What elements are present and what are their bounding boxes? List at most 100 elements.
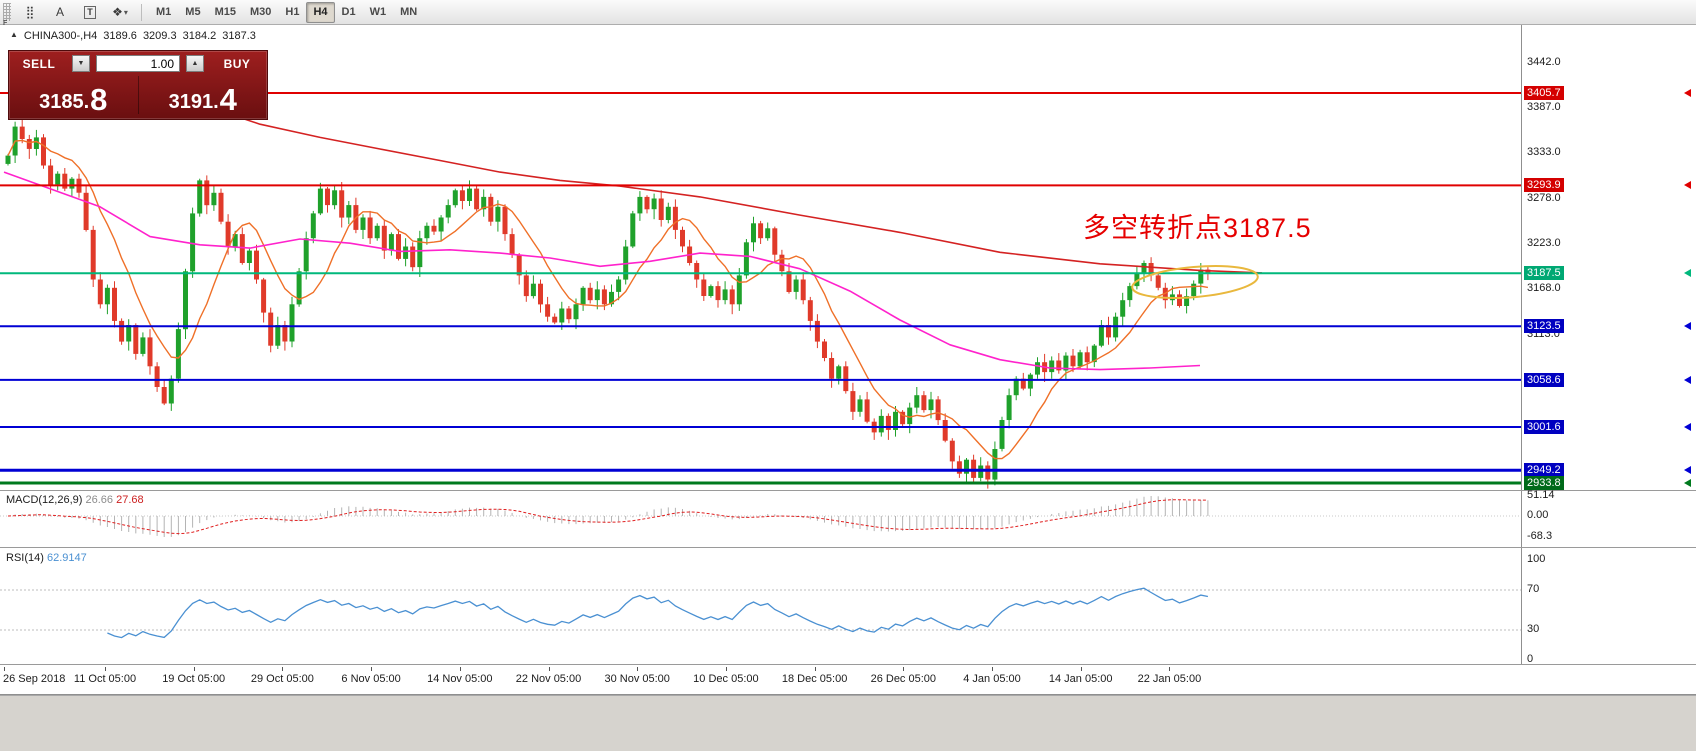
level-edge-marker xyxy=(1684,322,1691,330)
timeline-tick xyxy=(549,667,550,671)
symbol-timeframe: CHINA300-,H4 xyxy=(23,30,98,42)
macd-scale-label: 51.14 xyxy=(1527,489,1555,501)
volume-decrease-button[interactable]: ▼ xyxy=(72,55,90,72)
timeframe-button-M1[interactable]: M1 xyxy=(156,6,172,18)
timeframe-button-H4[interactable]: H4 xyxy=(306,1,335,23)
panel-separator-3 xyxy=(0,664,1696,665)
objects-glyph: ❖ xyxy=(112,5,123,19)
price-badge-3405.7: 3405.7 xyxy=(1524,86,1564,100)
buy-button[interactable]: 3191. 4 xyxy=(139,76,268,117)
ohlc-close: 3187.3 xyxy=(222,30,256,42)
rsi-title: RSI(14) xyxy=(6,552,44,564)
sell-label[interactable]: SELL xyxy=(22,56,56,71)
chart-annotation-text[interactable]: 多空转折点3187.5 xyxy=(1083,213,1312,243)
chart-header: ▲ CHINA300-,H4 3189.6 3209.3 3184.2 3187… xyxy=(10,30,256,42)
timeframe-button-H1[interactable]: H1 xyxy=(285,6,300,18)
macd-signal-value: 27.68 xyxy=(116,494,144,506)
ohlc-open: 3189.6 xyxy=(103,30,137,42)
rsi-scale-label: 30 xyxy=(1527,623,1540,635)
level-edge-marker xyxy=(1684,269,1691,277)
timeframe-button-M30[interactable]: M30 xyxy=(249,6,272,18)
timeline-tick xyxy=(460,667,461,671)
panel-separator-2[interactable] xyxy=(0,547,1696,548)
timeline-tick xyxy=(1081,667,1082,671)
trade-panel-prices: 3185. 8 3191. 4 xyxy=(9,76,267,117)
price-axis-label: 3168.0 xyxy=(1527,282,1561,294)
objects-dropdown-icon[interactable]: ❖ ▾ xyxy=(106,1,134,23)
level-edge-marker xyxy=(1684,479,1691,487)
rsi-scale-label: 100 xyxy=(1527,553,1546,565)
ohlc-high: 3209.3 xyxy=(142,30,177,42)
timeline-label: 18 Dec 05:00 xyxy=(781,673,848,685)
one-click-trade-panel: SELL ▼ ▲ BUY 3185. 8 3191. 4 xyxy=(8,50,268,120)
price-badge-3123.5: 3123.5 xyxy=(1524,319,1564,333)
buy-label[interactable]: BUY xyxy=(223,56,251,71)
level-edge-marker xyxy=(1684,181,1691,189)
ma_long-line xyxy=(139,87,1263,274)
macd-scale-label: 0.00 xyxy=(1527,509,1549,521)
level-edge-marker xyxy=(1684,423,1691,431)
ma-fast-line xyxy=(7,139,1209,460)
timeframe-button-D1[interactable]: D1 xyxy=(341,6,356,18)
bottom-strip xyxy=(0,695,1696,751)
price-badge-3001.6: 3001.6 xyxy=(1524,420,1564,434)
candles xyxy=(5,118,1211,489)
timeline-label: 14 Nov 05:00 xyxy=(427,673,493,685)
grip-sub-label: F xyxy=(3,20,8,27)
timeline-label: 19 Oct 05:00 xyxy=(162,673,226,685)
price-axis-label: 3333.0 xyxy=(1527,146,1561,158)
macd-scale-label: -68.3 xyxy=(1527,530,1553,542)
tick-chart-glyph: ⣿ xyxy=(25,5,35,19)
timeframe-button-MN[interactable]: MN xyxy=(400,6,418,18)
rsi-scale-label: 0 xyxy=(1527,653,1534,665)
buy-price-big-digit: 4 xyxy=(219,81,237,117)
timeline-label: 22 Jan 05:00 xyxy=(1137,673,1202,685)
level-edge-marker xyxy=(1684,376,1691,384)
timeline-tick xyxy=(903,667,904,671)
toolbar: F ⣿ A T ❖ ▾ M1 M5 M15 M30 H1 H4 D1 W1 MN xyxy=(0,0,1696,27)
price-badge-3293.9: 3293.9 xyxy=(1524,178,1564,192)
macd-panel xyxy=(0,496,1521,537)
timeline-label: 14 Jan 05:00 xyxy=(1048,673,1113,685)
panel-separator-1[interactable] xyxy=(0,490,1696,491)
timeline-label: 10 Dec 05:00 xyxy=(693,673,759,685)
timeline-tick xyxy=(637,667,638,671)
chevron-down-icon: ▾ xyxy=(123,7,128,17)
macd-label: MACD(12,26,9) 26.66 27.68 xyxy=(6,494,144,506)
macd-title: MACD(12,26,9) xyxy=(6,494,83,506)
timeline-label: 6 Nov 05:00 xyxy=(341,673,401,685)
toolbar-grip[interactable]: F xyxy=(3,3,11,27)
level-edge-marker xyxy=(1684,466,1691,474)
ohlc-low: 3184.2 xyxy=(182,30,217,42)
main-price-chart[interactable] xyxy=(0,25,1521,490)
highlight-ellipse[interactable] xyxy=(1131,262,1259,303)
timeline-label: 11 Oct 05:00 xyxy=(73,673,137,685)
timeline-tick xyxy=(1169,667,1170,671)
arrow-tool-icon[interactable]: A xyxy=(46,1,74,23)
tick-chart-icon[interactable]: ⣿ xyxy=(16,1,44,23)
text-tool-icon[interactable]: T xyxy=(76,1,104,23)
price-badge-2933.8: 2933.8 xyxy=(1524,476,1564,490)
timeline-tick xyxy=(371,667,372,671)
timeline-label: 26 Dec 05:00 xyxy=(870,673,937,685)
volume-input[interactable] xyxy=(96,55,180,72)
macd-main-value: 26.66 xyxy=(85,494,114,506)
price-badge-3187.5: 3187.5 xyxy=(1524,266,1564,280)
expand-icon[interactable]: ▲ xyxy=(10,30,18,39)
timeframe-button-W1[interactable]: W1 xyxy=(369,6,387,18)
timeline-tick xyxy=(815,667,816,671)
timeline-tick xyxy=(726,667,727,671)
toolbar-separator xyxy=(141,3,142,21)
volume-increase-button[interactable]: ▲ xyxy=(186,55,204,72)
sell-button[interactable]: 3185. 8 xyxy=(9,76,138,117)
timeframe-button-M5[interactable]: M5 xyxy=(185,6,201,18)
timeline-tick xyxy=(105,667,106,671)
timeline-tick xyxy=(282,667,283,671)
trade-panel-divider xyxy=(137,76,139,114)
buy-price: 3191. xyxy=(168,91,219,113)
arrow-tool-glyph: A xyxy=(55,5,64,19)
timeframe-button-M15[interactable]: M15 xyxy=(214,6,236,18)
price-badge-2949.2: 2949.2 xyxy=(1524,463,1564,477)
rsi-value: 62.9147 xyxy=(46,552,87,564)
